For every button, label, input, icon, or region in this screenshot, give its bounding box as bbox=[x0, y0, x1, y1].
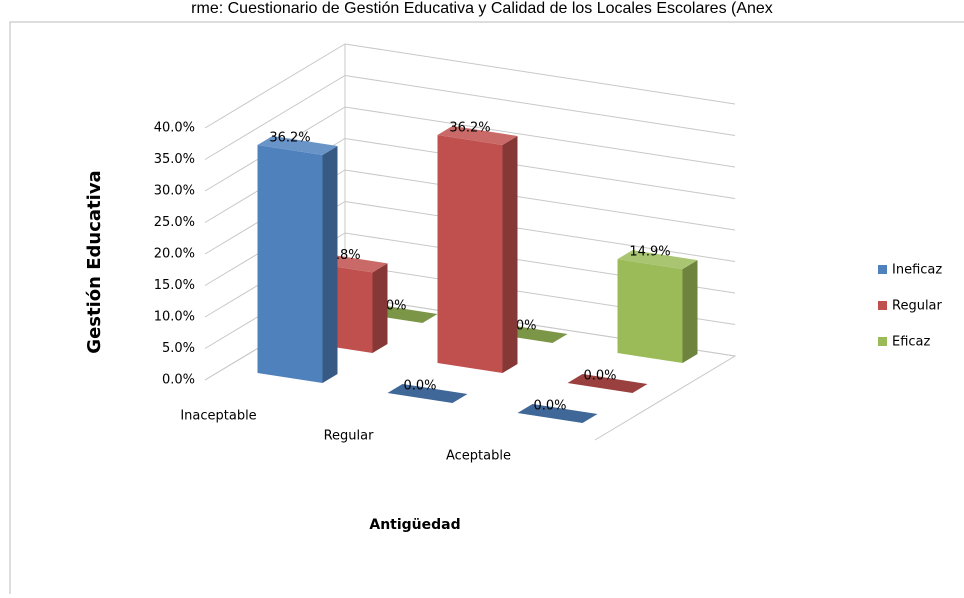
y-tick-label: 25.0% bbox=[154, 215, 195, 230]
legend-swatch bbox=[878, 265, 887, 274]
y-tick-label: 0.0% bbox=[162, 373, 195, 388]
chart-title: rme: Cuestionario de Gestión Educativa y… bbox=[191, 0, 773, 17]
data-label: 14.9% bbox=[629, 245, 670, 260]
legend-swatch bbox=[878, 301, 887, 310]
y-axis-title: Gestión Educativa bbox=[84, 170, 105, 353]
bar bbox=[437, 125, 518, 373]
bar-top bbox=[567, 374, 648, 393]
x-tick-label: Regular bbox=[324, 429, 375, 444]
bar-side bbox=[682, 260, 698, 363]
chart-frame bbox=[9, 21, 964, 594]
legend-label: Regular bbox=[892, 299, 943, 314]
bar-top bbox=[617, 250, 698, 270]
bar bbox=[617, 250, 698, 363]
y-tick-label: 40.0% bbox=[154, 121, 195, 136]
y-tick-label: 20.0% bbox=[154, 247, 195, 262]
legend-swatch bbox=[878, 337, 887, 346]
data-label: 0.0% bbox=[583, 369, 616, 384]
x-tick-label: Inaceptable bbox=[180, 409, 256, 424]
data-label: 36.2% bbox=[449, 120, 490, 135]
bar-front bbox=[617, 259, 683, 363]
y-tick-label: 30.0% bbox=[154, 184, 195, 199]
y-tick-label: 15.0% bbox=[154, 278, 195, 293]
bar-top bbox=[257, 135, 338, 155]
x-tick-label: Aceptable bbox=[446, 449, 511, 464]
data-label: 0.0% bbox=[403, 379, 436, 394]
bar-top bbox=[517, 404, 598, 423]
legend-label: Ineficaz bbox=[892, 263, 942, 278]
bar bbox=[257, 135, 338, 383]
bar-side bbox=[322, 145, 338, 383]
bar-side bbox=[502, 135, 518, 373]
legend-label: Eficaz bbox=[892, 335, 931, 350]
y-tick-label: 10.0% bbox=[154, 310, 195, 325]
bar bbox=[517, 404, 598, 423]
bar-top bbox=[387, 384, 468, 403]
bar-front bbox=[257, 144, 323, 383]
bar-front bbox=[437, 134, 503, 373]
bar bbox=[387, 384, 468, 403]
bar bbox=[567, 374, 648, 393]
bar-side bbox=[372, 263, 388, 353]
y-tick-label: 5.0% bbox=[162, 341, 195, 356]
grid-line bbox=[204, 43, 736, 129]
x-axis-title: Antigüedad bbox=[369, 517, 460, 533]
data-label: 0.0% bbox=[533, 399, 566, 414]
bar-top bbox=[437, 125, 518, 145]
y-tick-label: 35.0% bbox=[154, 152, 195, 167]
data-label: 36.2% bbox=[269, 130, 310, 145]
